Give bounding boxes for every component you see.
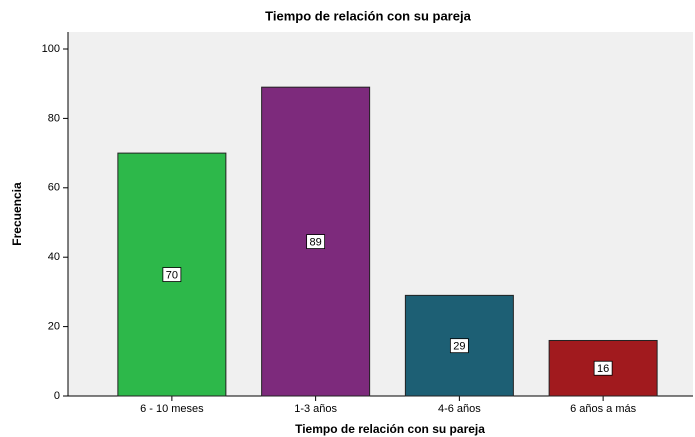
x-tick-label: 1-3 años	[294, 403, 337, 415]
data-label: 89	[310, 236, 322, 248]
data-label-box	[593, 360, 613, 376]
data-label-box	[162, 267, 182, 282]
y-tick-label: 60	[48, 182, 60, 194]
data-label-box	[306, 234, 326, 249]
y-tick-label: 20	[48, 321, 60, 333]
x-tick-label: 6 años a más	[570, 403, 637, 415]
y-tick-label: 0	[54, 390, 60, 402]
y-tick-label: 40	[48, 251, 60, 263]
data-label: 16	[597, 363, 609, 375]
data-label: 29	[453, 341, 465, 353]
x-tick-label: 6 - 10 meses	[140, 403, 204, 415]
y-tick-label: 80	[48, 112, 60, 124]
y-tick-label: 100	[42, 43, 60, 55]
x-tick-label: 4-6 años	[438, 403, 481, 415]
bar	[548, 339, 658, 397]
data-label: 70	[166, 269, 178, 281]
chart-title: Tiempo de relación con su pareja	[265, 8, 471, 23]
y-axis-title: Frecuencia	[10, 182, 24, 246]
x-axis-title: Tiempo de relación con su pareja	[295, 422, 485, 436]
data-label-box	[449, 338, 469, 354]
